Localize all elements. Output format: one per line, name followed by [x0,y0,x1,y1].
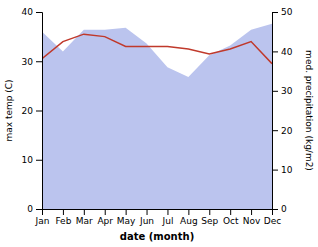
tick: Oct [223,209,239,226]
tick: Feb [55,209,71,226]
tick-label: Jan [35,216,50,226]
tick-label: 10 [22,155,34,165]
tick: 0 [272,204,287,214]
x-axis-title: date (month) [120,231,194,242]
tick-mark [36,111,42,112]
tick-label: 30 [281,86,293,96]
tick-label: 30 [22,57,34,67]
axis-line [273,13,279,210]
tick-label: Jun [139,216,154,226]
tick-mark [63,209,64,215]
tick-label: 20 [281,126,293,136]
tick-mark [84,209,85,215]
tick: May [117,209,136,226]
y2-axis-title: med. precipitation (kg/m2) [304,50,314,171]
line [42,34,272,64]
tick-label: 20 [22,106,34,116]
area [42,24,272,209]
tick-label: Sep [201,216,218,226]
tick-mark [147,209,148,215]
tick-mark [126,209,127,215]
tick-label: May [117,216,136,226]
axis-line [43,210,273,216]
tick-mark [272,170,278,171]
tick-mark [251,209,252,215]
tick-mark [272,130,278,131]
plot: JanFebMarAprMayJunJulAugSepOctNovDec0102… [4,7,314,242]
tick-label: 0 [281,204,287,214]
tick-label: 40 [22,7,34,17]
tick-label: 40 [281,47,293,57]
axis-line [36,13,43,210]
tick-mark [36,209,42,210]
tick-mark [167,209,168,215]
tick: 30 [272,86,293,96]
tick: 10 [22,155,42,165]
tick-mark [230,209,231,215]
y-axis: 0 10 20 30 40 [22,7,43,214]
tick: 40 [272,47,293,57]
y-axis-title: max temp (C) [4,79,14,141]
tick-mark [272,91,278,92]
tick: Aug [180,209,198,226]
tick-label: Apr [97,216,113,226]
chart: JanFebMarAprMayJunJulAugSepOctNovDec0102… [0,0,318,247]
tick-mark [272,209,278,210]
tick-label: 10 [281,165,293,175]
tick-mark [36,61,42,62]
tick-label: Nov [243,216,261,226]
y2-axis: 0 10 20 30 40 50 [272,7,293,214]
tick-mark [36,160,42,161]
tick-mark [272,12,278,13]
tick-label: 0 [27,204,33,214]
tick-mark [209,209,210,215]
tick: Jan [35,209,50,226]
tick: 20 [22,106,42,116]
tick: 20 [272,126,293,136]
tick: 50 [272,7,293,17]
tick: 30 [22,57,42,67]
tick-label: Aug [180,216,198,226]
tick-mark [272,51,278,52]
tick-label: Feb [55,216,71,226]
tick: 40 [22,7,42,17]
tick-label: Dec [264,216,281,226]
tick: 0 [27,204,42,214]
tick: Sep [201,209,218,226]
tick: Dec [264,209,281,226]
tick: 10 [272,165,293,175]
x-axis: Jan Feb Mar Apr MayJun Jul AugSep Oct NovDec [35,209,282,226]
tick-label: Mar [76,216,93,226]
tick: Jun [139,209,154,226]
tick: Nov [243,209,261,226]
tick-mark [188,209,189,215]
tick-label: Oct [223,216,239,226]
tick-label: Jul [162,216,174,226]
tick: Jul [162,209,174,226]
tick-mark [105,209,106,215]
tick: Mar [76,209,93,226]
tick-mark [36,12,42,13]
tick-label: 50 [281,7,293,17]
marks [42,24,272,209]
tick: Apr [97,209,113,226]
chart-container: JanFebMarAprMayJunJulAugSepOctNovDec0102… [0,0,318,247]
